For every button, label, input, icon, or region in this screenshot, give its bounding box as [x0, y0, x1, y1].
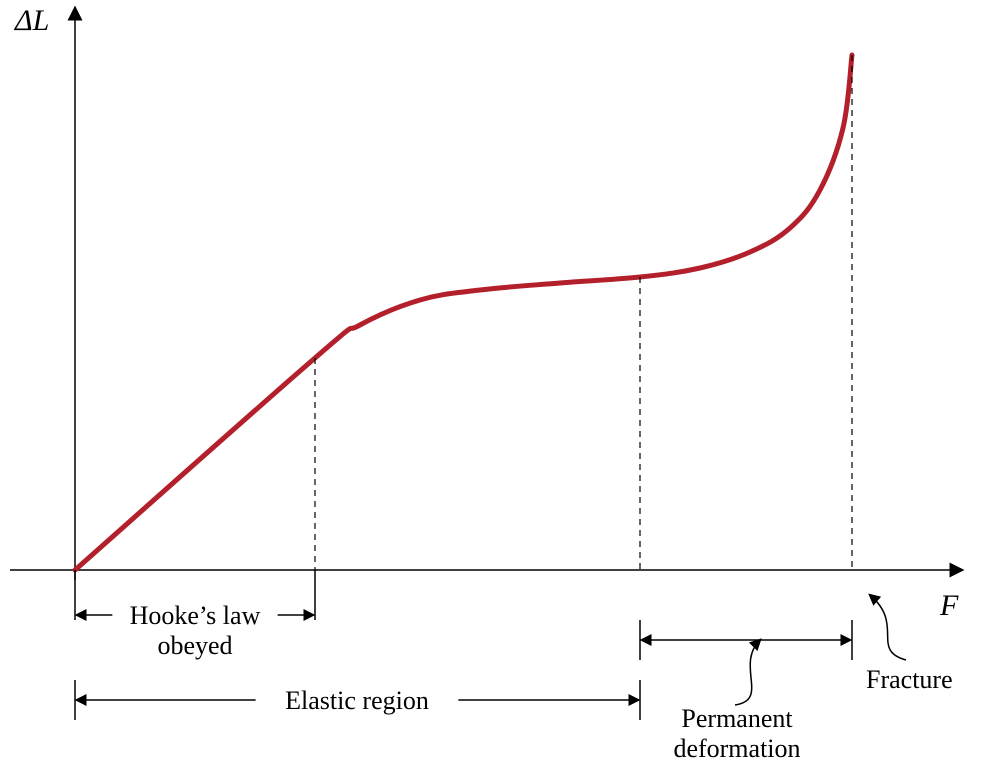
range-label-hooke: Hooke’s lawobeyed [130, 601, 261, 660]
dashed-lines [315, 55, 852, 570]
x-axis-label: F [939, 589, 959, 622]
fracture-pointer [870, 595, 906, 660]
range-indicators: Hooke’s lawobeyed Elastic region Permanent… [75, 570, 852, 763]
range-label-elastic: Elastic region [285, 686, 429, 715]
deformation-curve [75, 55, 852, 570]
fracture-label: Fracture [866, 665, 953, 694]
range-perm: Permanentdeformation [640, 620, 852, 763]
perm-pointer [735, 640, 760, 705]
range-elastic: Elastic region [75, 680, 640, 720]
range-hooke: Hooke’s lawobeyed [75, 570, 315, 660]
stress-strain-chart: Hooke’s lawobeyed Elastic region Permanent… [0, 0, 982, 768]
range-label-perm: Permanentdeformation [673, 704, 800, 763]
chart-svg: Hooke’s lawobeyed Elastic region Permanent… [0, 0, 982, 768]
y-axis-label: ΔL [14, 4, 49, 37]
